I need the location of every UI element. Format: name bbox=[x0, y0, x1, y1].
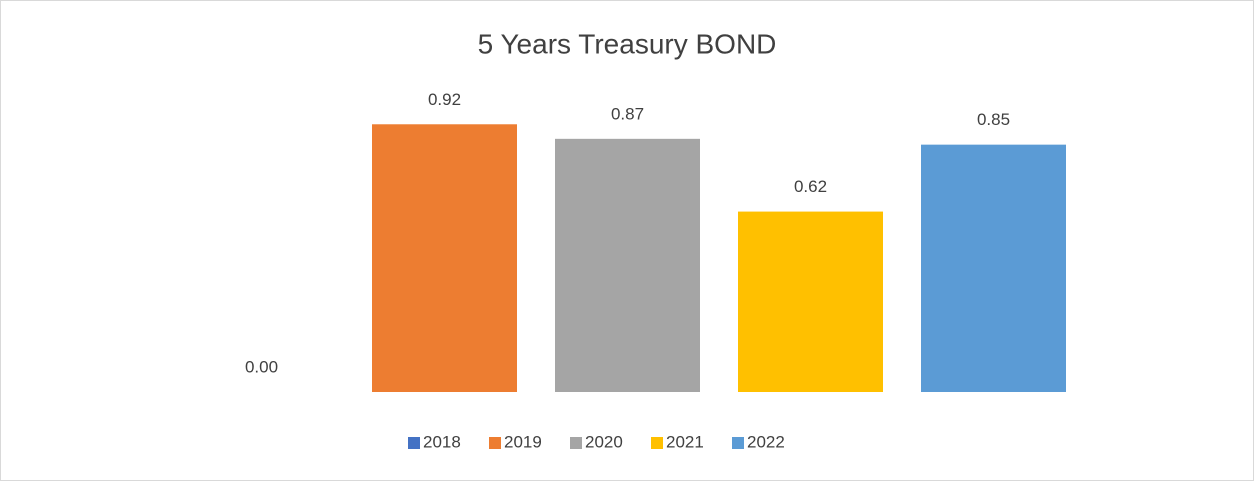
legend-label: 2022 bbox=[747, 432, 785, 451]
legend-label: 2021 bbox=[666, 432, 704, 451]
bar bbox=[555, 138, 700, 392]
bar bbox=[921, 144, 1066, 392]
data-label: 0.92 bbox=[428, 90, 461, 109]
chart-title: 5 Years Treasury BOND bbox=[478, 28, 777, 59]
legend-swatch bbox=[489, 437, 501, 449]
data-label: 0.87 bbox=[611, 104, 644, 123]
legend-label: 2020 bbox=[585, 432, 623, 451]
data-label: 0.85 bbox=[977, 110, 1010, 129]
legend-swatch bbox=[732, 437, 744, 449]
data-label: 0.62 bbox=[794, 177, 827, 196]
legend-swatch bbox=[651, 437, 663, 449]
data-label: 0.00 bbox=[245, 357, 278, 376]
bar bbox=[372, 124, 517, 392]
bar bbox=[738, 211, 883, 392]
legend-label: 2018 bbox=[423, 432, 461, 451]
legend-label: 2019 bbox=[504, 432, 542, 451]
legend-swatch bbox=[570, 437, 582, 449]
legend-swatch bbox=[408, 437, 420, 449]
